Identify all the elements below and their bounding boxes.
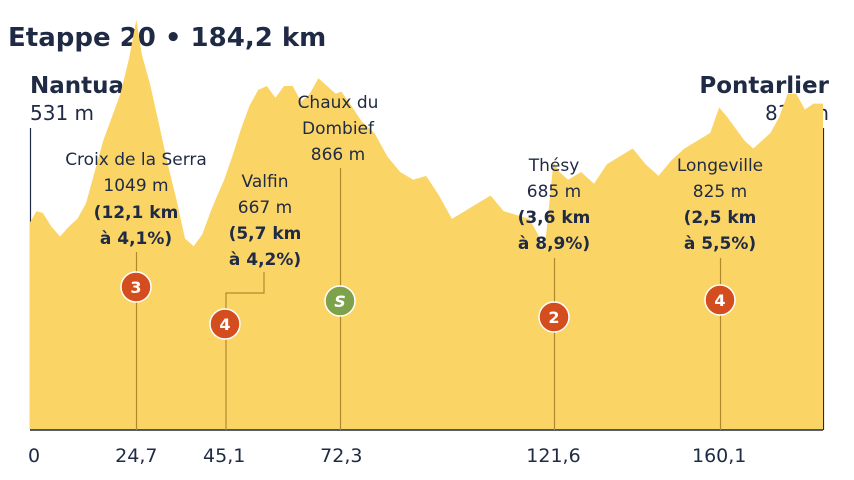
climb-length: (5,7 km (229, 224, 302, 244)
x-tick-label: 160,1 (692, 445, 746, 467)
x-tick-label: 72,3 (320, 445, 362, 467)
climb-gradient: à 8,9%) (518, 234, 590, 254)
start-name: Nantua (30, 73, 124, 99)
climb-leader-line (225, 272, 265, 430)
climb-valfin: Valfin 667 m (5,7 km à 4,2%) 4 (209, 172, 302, 430)
climb-elevation: 825 m (693, 182, 747, 202)
climb-name: Croix de la Serra (65, 150, 207, 170)
climb-gradient: à 4,1%) (100, 229, 172, 249)
climb-name: Thésy (528, 156, 580, 176)
category-4-badge (209, 308, 241, 340)
climb-elevation: 1049 m (103, 176, 168, 196)
climb-elevation: 667 m (238, 198, 292, 218)
climb-length: (3,6 km (518, 208, 591, 228)
x-axis-tick-labels: 0 24,7 45,1 72,3 121,6 160,1 (28, 445, 746, 467)
finish-name: Pontarlier (699, 73, 829, 99)
climb-thesy: Thésy 685 m (3,6 km à 8,9%) 2 (518, 156, 591, 430)
sprint-elevation: 866 m (311, 145, 365, 165)
category-badge-label: 2 (548, 308, 559, 327)
climb-length: (2,5 km (684, 208, 757, 228)
climb-length: (12,1 km (94, 203, 179, 223)
climb-name: Longeville (677, 156, 763, 176)
climb-longeville: Longeville 825 m (2,5 km à 5,5%) 4 (677, 156, 763, 430)
category-3-badge (120, 271, 152, 303)
sprint-chaux-du-dombief: Chaux du Dombief 866 m S (298, 93, 379, 430)
climb-gradient: à 5,5%) (684, 234, 756, 254)
category-badge-label: 4 (219, 315, 230, 334)
climb-name: Valfin (242, 172, 289, 192)
sprint-badge (324, 285, 356, 317)
climb-gradient: à 4,2%) (229, 250, 301, 270)
category-2-badge (538, 301, 570, 333)
climb-elevation: 685 m (527, 182, 581, 202)
chart-title: Etappe 20 • 184,2 km (8, 23, 326, 53)
sprint-badge-label: S (334, 292, 346, 311)
category-badge-label: 4 (714, 291, 725, 310)
category-4-badge (704, 284, 736, 316)
sprint-name-line-1: Chaux du (298, 93, 379, 113)
x-tick-label: 0 (28, 445, 40, 467)
climb-croix-de-la-serra: Croix de la Serra 1049 m (12,1 km à 4,1%… (65, 150, 207, 430)
start-elevation: 531 m (30, 101, 94, 125)
sprint-name-line-2: Dombief (302, 119, 375, 139)
x-tick-label: 121,6 (526, 445, 580, 467)
category-badge-label: 3 (130, 278, 141, 297)
x-tick-label: 24,7 (115, 445, 157, 467)
x-tick-label: 45,1 (203, 445, 245, 467)
